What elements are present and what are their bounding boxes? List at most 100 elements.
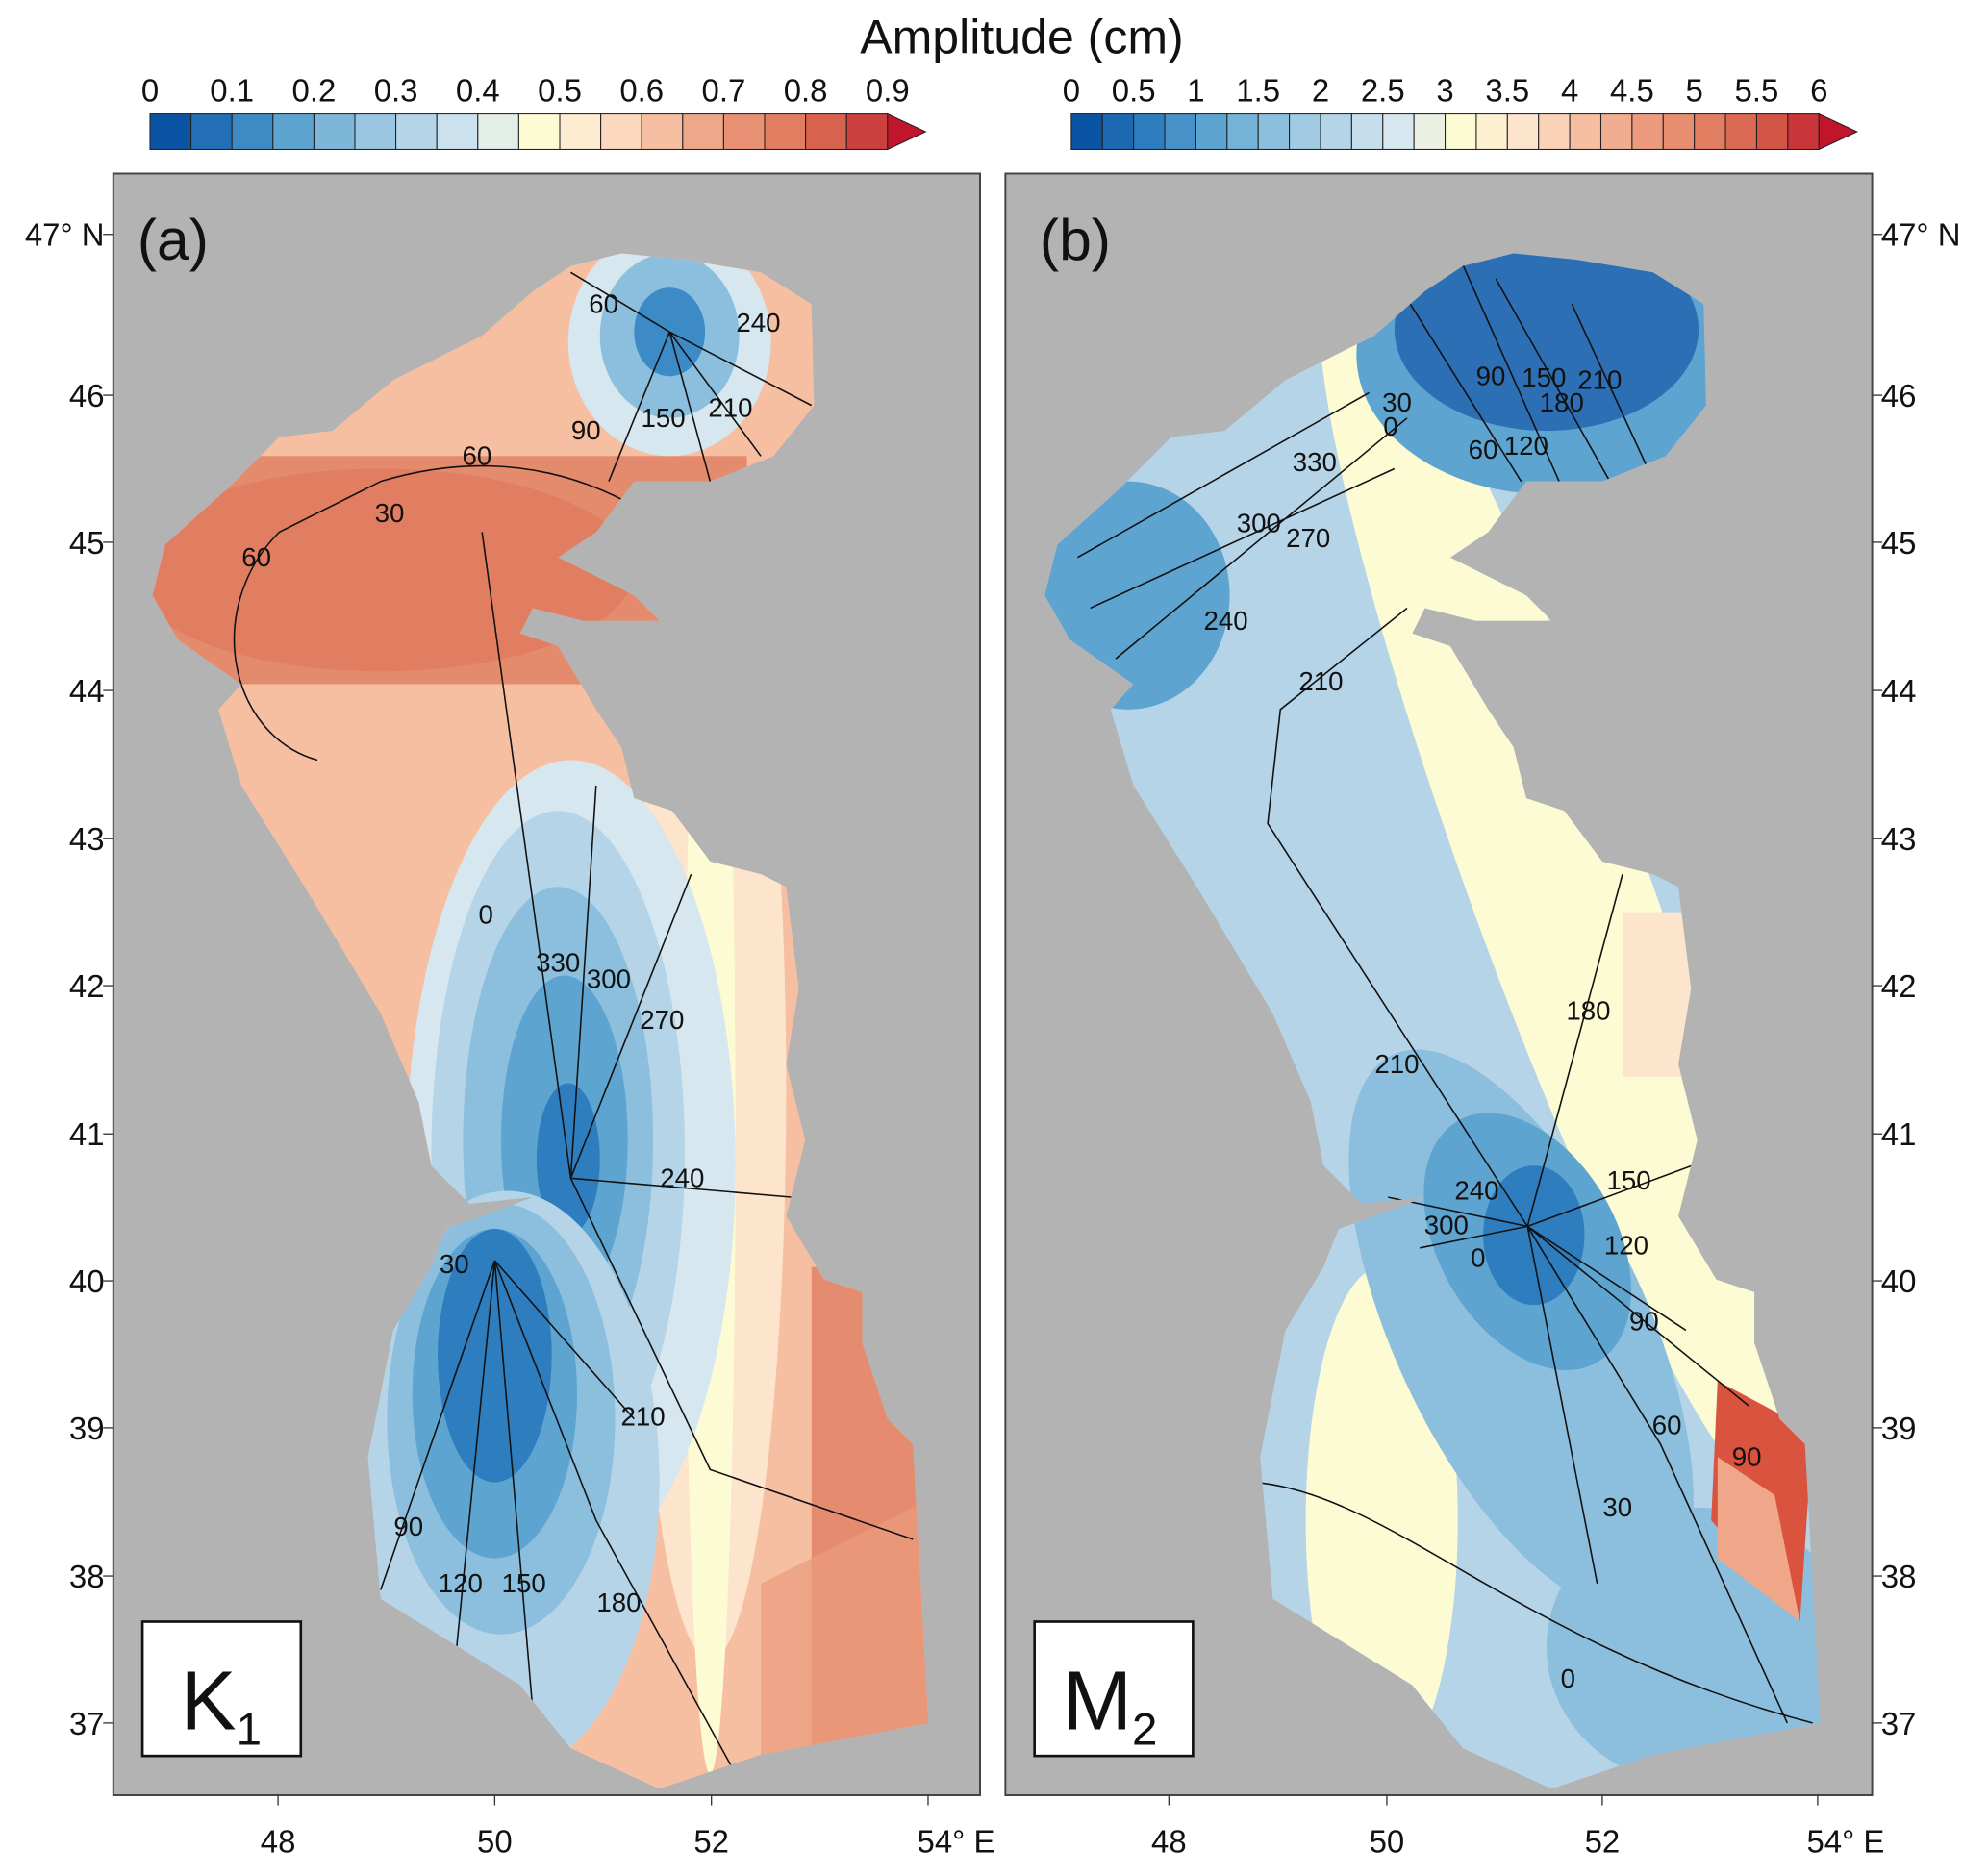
colorbar-segment — [1413, 113, 1447, 150]
phase-contour-label: 210 — [620, 1401, 665, 1431]
colorbar-tick-label: 2 — [1312, 72, 1329, 108]
phase-contour-label: 300 — [587, 964, 631, 994]
longitude-label: 50 — [1370, 1823, 1405, 1859]
phase-contour-label: 180 — [596, 1588, 641, 1617]
colorbar-tick-label: 0.6 — [619, 72, 664, 108]
colorbar-segment — [805, 113, 847, 150]
latitude-label-left: 39 — [69, 1411, 105, 1446]
constituent-name: K — [181, 1654, 237, 1747]
panel-b-m2: 3009060150120180210330300270240210180210… — [1004, 172, 1874, 1796]
svg-text:K1: K1 — [181, 1654, 262, 1755]
colorbar-segment — [1569, 113, 1602, 150]
phase-contour-label: 150 — [502, 1568, 546, 1598]
colorbar-segment — [1662, 113, 1696, 150]
phase-contour-label: 0 — [1383, 412, 1397, 441]
colorbar-segment — [682, 113, 724, 150]
latitude-label-left: 45 — [69, 525, 105, 561]
longitude-label: 50 — [477, 1823, 513, 1859]
colorbar-segment — [1195, 113, 1228, 150]
phase-contour-label: 90 — [393, 1512, 423, 1541]
colorbar-tick-label: 0.4 — [456, 72, 500, 108]
longitude-label: 48 — [1151, 1823, 1187, 1859]
colorbar-tick-label: 0.3 — [374, 72, 418, 108]
latitude-label-left: 37 — [69, 1706, 105, 1741]
longitude-label: 52 — [1585, 1823, 1621, 1859]
latitude-label-left: 40 — [69, 1263, 105, 1299]
phase-contour-label: 210 — [1577, 364, 1622, 394]
constituent-name: M — [1063, 1654, 1132, 1747]
phase-contour-label: 240 — [660, 1163, 704, 1193]
latitude-label-right: 47° N — [1881, 217, 1961, 253]
colorbar-segment — [641, 113, 684, 150]
phase-contour-label: 300 — [1424, 1210, 1469, 1239]
phase-contour-label: 150 — [642, 403, 686, 433]
phase-contours — [233, 271, 914, 1774]
colorbar-segment — [1133, 113, 1166, 150]
phase-contour-label: 120 — [439, 1568, 483, 1598]
phase-contour-label: 120 — [1604, 1230, 1648, 1260]
latitude-label-right: 43 — [1881, 821, 1917, 857]
phase-contour-label: 90 — [571, 415, 601, 445]
colorbar-title: Amplitude (cm) — [860, 10, 1184, 63]
colorbar-segment — [764, 113, 807, 150]
colorbar-segment — [559, 113, 602, 150]
phase-contour-label: 210 — [708, 392, 752, 422]
colorbar-segment — [1694, 113, 1726, 150]
colorbar-segment — [1631, 113, 1664, 150]
latitude-label-left: 47° N — [25, 217, 105, 253]
latitude-label-right: 39 — [1881, 1411, 1917, 1446]
colorbar-tick-label: 0.5 — [1112, 72, 1156, 108]
colorbar-segment — [1070, 113, 1103, 150]
phase-contour-label: 270 — [1286, 523, 1330, 553]
phase-contour-label: 330 — [1293, 447, 1337, 477]
latitude-label-right: 46 — [1881, 378, 1917, 413]
colorbar-tick-label: 0.1 — [210, 72, 254, 108]
colorbar-m2: 0 0.5 1 1.5 2 2.5 3 3.5 4 4.5 5 5.5 6 — [1063, 72, 1859, 151]
longitude-label: 54° E — [1806, 1823, 1884, 1859]
colorbar-extend-arrow — [887, 112, 927, 151]
phase-contour-label: 30 — [440, 1249, 469, 1279]
phase-contour-label: 150 — [1607, 1165, 1651, 1195]
colorbar-tick-label: 5.5 — [1735, 72, 1779, 108]
colorbar-segment — [1257, 113, 1291, 150]
svg-text:M2: M2 — [1063, 1654, 1158, 1755]
phase-contours — [1077, 253, 1813, 1724]
colorbar-tick-label: 0 — [141, 72, 159, 108]
colorbar-tick-label: 0.5 — [538, 72, 582, 108]
colorbar-tick-label: 3.5 — [1485, 72, 1529, 108]
colorbar-tick-label: 5 — [1686, 72, 1703, 108]
colorbar-segment — [1538, 113, 1571, 150]
colorbar-segment — [190, 113, 233, 150]
colorbar-segment — [1755, 113, 1789, 150]
latitude-label-left: 43 — [69, 821, 105, 857]
colorbar-segment — [722, 113, 766, 150]
colorbar-segment — [1724, 113, 1757, 150]
phase-contour-label: 60 — [1469, 435, 1498, 464]
latitude-label-left: 41 — [69, 1116, 105, 1152]
colorbar-extend-arrow — [1818, 112, 1859, 151]
colorbar-segment — [272, 113, 315, 150]
latitude-label-right: 38 — [1881, 1559, 1917, 1594]
phase-contour-label: 180 — [1566, 996, 1610, 1026]
phase-contour-label: 60 — [1652, 1410, 1682, 1439]
colorbar-segment — [477, 113, 519, 150]
panel-tag: (b) — [1040, 207, 1111, 272]
phase-contour-label: 240 — [736, 308, 780, 338]
colorbar-tick-label: 6 — [1810, 72, 1827, 108]
colorbar-segment — [1164, 113, 1196, 150]
phase-contour-label: 30 — [1382, 388, 1412, 417]
latitude-label-right: 44 — [1881, 673, 1917, 709]
phase-labels-b: 3009060150120180210330300270240210180210… — [1204, 362, 1762, 1693]
latitude-label-right: 40 — [1881, 1263, 1917, 1299]
colorbar-tick-label: 4 — [1561, 72, 1578, 108]
constituent-box: K1 — [140, 1620, 303, 1758]
phase-contour-label: 330 — [536, 948, 580, 978]
colorbar-segment — [313, 113, 356, 150]
colorbar-k1: 0 0.1 0.2 0.3 0.4 0.5 0.6 0.7 0.8 0.9 — [141, 72, 927, 151]
phase-contour-label: 150 — [1522, 362, 1566, 392]
latitude-label-right: 37 — [1881, 1706, 1917, 1741]
colorbar-tick-label: 0.8 — [784, 72, 828, 108]
longitude-label: 54° E — [918, 1823, 995, 1859]
